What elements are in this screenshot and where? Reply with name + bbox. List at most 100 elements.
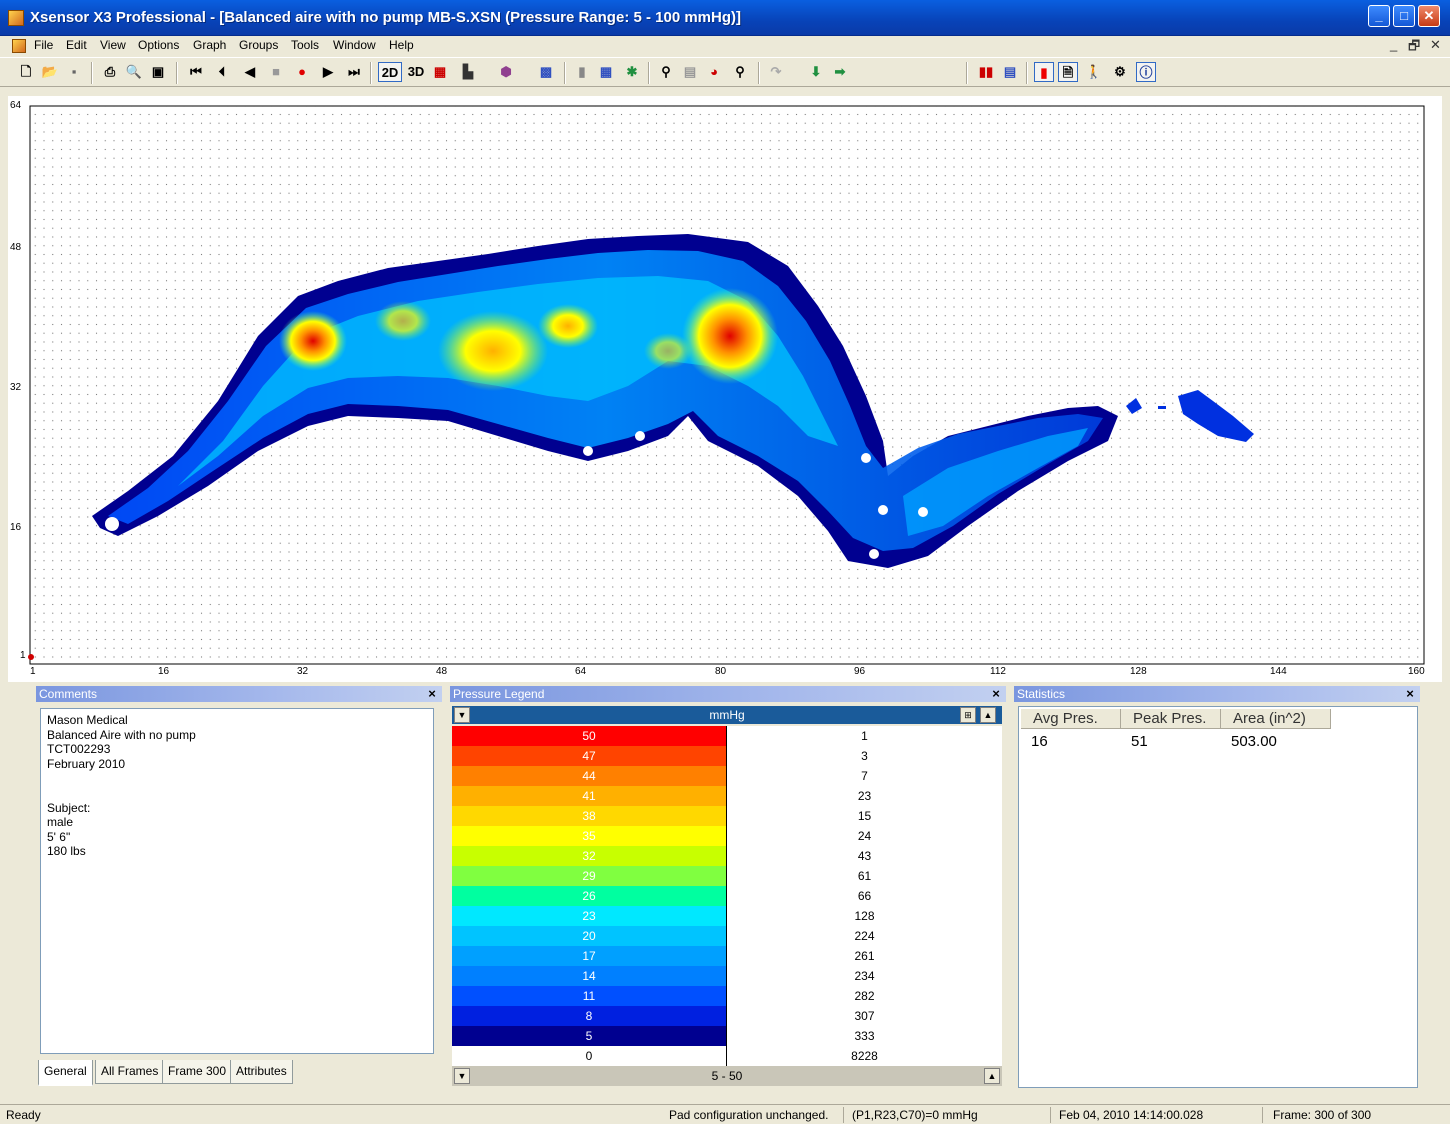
info-icon[interactable]: ⓘ — [1136, 62, 1156, 82]
pressure-hole — [918, 507, 928, 517]
legend-count: 8228 — [726, 1046, 1002, 1066]
close-button[interactable]: ✕ — [1418, 5, 1440, 27]
stop-icon[interactable]: ■ — [272, 64, 280, 79]
origin-marker — [28, 654, 34, 660]
page-setup-icon[interactable]: ▣ — [151, 64, 165, 79]
menu-view[interactable]: View — [100, 38, 126, 52]
column-header-peak[interactable]: Peak Pres. — [1121, 709, 1221, 729]
print-icon[interactable]: ⎙ — [104, 64, 116, 79]
menu-edit[interactable]: Edit — [66, 38, 87, 52]
menu-options[interactable]: Options — [138, 38, 180, 52]
legend-swatch: 8 — [452, 1006, 726, 1026]
legend-row: 11 282 — [452, 986, 1002, 1006]
comments-icon[interactable]: 🗎 — [1058, 62, 1078, 82]
title-bar[interactable]: Xsensor X3 Professional - [Balanced aire… — [0, 0, 1450, 36]
range-dropdown-icon[interactable]: ▼ — [454, 1068, 470, 1084]
statistics-close-button[interactable]: × — [1406, 686, 1414, 701]
menu-file[interactable]: File — [34, 38, 54, 52]
toolbar-separator — [758, 62, 760, 84]
legend-row: 47 3 — [452, 746, 1002, 766]
legend-close-button[interactable]: × — [992, 686, 1000, 701]
import-icon[interactable]: ⬇ — [810, 64, 822, 79]
menu-window[interactable]: Window — [333, 38, 376, 52]
menu-groups[interactable]: Groups — [239, 38, 279, 52]
new-file-icon[interactable]: 🗋 — [20, 64, 32, 79]
legend-count: 7 — [726, 766, 1002, 786]
report-icon[interactable]: ▤ — [1003, 64, 1017, 79]
status-cell: (P1,R23,C70)=0 mmHg — [852, 1108, 978, 1122]
maximize-button[interactable]: □ — [1393, 5, 1415, 27]
comments-textarea[interactable]: Mason Medical Balanced Aire with no pump… — [40, 708, 434, 1054]
legend-row: 14 234 — [452, 966, 1002, 986]
legend-swatch: 50 — [452, 726, 726, 746]
pressure-hole — [635, 431, 645, 441]
center-of-pressure-icon[interactable]: ◕ — [710, 64, 718, 79]
menu-tools[interactable]: Tools — [291, 38, 320, 52]
legend-row: 26 66 — [452, 886, 1002, 906]
print-preview-icon[interactable]: 🔍 — [125, 64, 143, 79]
pressure-hotspot — [438, 311, 548, 391]
step-back-icon[interactable]: ◀ — [245, 64, 255, 79]
legend-count: 3 — [726, 746, 1002, 766]
menu-help[interactable]: Help — [389, 38, 414, 52]
legend-swatch: 0 — [452, 1046, 726, 1066]
overlay-icon[interactable]: ⬢ — [500, 64, 512, 79]
view-3d-button[interactable]: 3D — [407, 64, 425, 79]
column-header-avg[interactable]: Avg Pres. — [1021, 709, 1121, 729]
document-icon[interactable] — [12, 39, 26, 53]
x-tick-label: 32 — [297, 666, 309, 677]
histogram-icon[interactable]: ▙ — [463, 64, 473, 79]
legend-swatch: 35 — [452, 826, 726, 846]
person-icon[interactable]: ⚲ — [661, 64, 671, 79]
pressure-hotspot — [538, 304, 598, 348]
minimize-button[interactable]: _ — [1368, 5, 1390, 27]
tile-icon[interactable]: ▦ — [599, 64, 613, 79]
mdi-minimize-button[interactable]: _ — [1390, 37, 1398, 52]
comments-close-button[interactable]: × — [428, 686, 436, 701]
tab-general[interactable]: General — [38, 1060, 93, 1086]
legend-dropdown-icon[interactable]: ▼ — [454, 707, 470, 723]
mdi-close-button[interactable]: ✕ — [1430, 37, 1441, 52]
last-frame-icon[interactable]: ⏭ — [348, 64, 360, 79]
region-icon[interactable]: ▤ — [683, 64, 697, 79]
redo-icon[interactable]: ↷ — [770, 64, 782, 79]
first-frame-icon[interactable]: ⏮ — [190, 64, 202, 79]
mdi-restore-button[interactable]: 🗗 — [1408, 38, 1421, 53]
layout-icon[interactable]: ▮ — [578, 64, 586, 79]
subject-icon[interactable]: 🚶 — [1085, 64, 1103, 79]
menu-graph[interactable]: Graph — [193, 38, 227, 52]
record-icon[interactable]: ● — [298, 64, 306, 79]
tab-frame-300[interactable]: Frame 300 — [162, 1060, 233, 1084]
save-icon[interactable]: ▪ — [71, 64, 77, 79]
pressure-map-view[interactable]: 64 48 32 16 1 1 16 32 48 64 80 96 112 12… — [8, 96, 1442, 682]
tab-all-frames[interactable]: All Frames — [95, 1060, 165, 1084]
scroll-up-icon[interactable]: ▲ — [980, 707, 996, 723]
view-2d-button[interactable]: 2D — [378, 62, 402, 82]
range-scroll-up-icon[interactable]: ▲ — [984, 1068, 1000, 1084]
legend-range: 5 - 50 — [711, 1069, 743, 1083]
legend-row: 8 307 — [452, 1006, 1002, 1026]
open-folder-icon[interactable]: 📂 — [41, 64, 59, 79]
legend-count: 307 — [726, 1006, 1002, 1026]
sensor-icon[interactable]: ✱ — [626, 64, 638, 79]
grid-icon[interactable]: ▩ — [539, 64, 553, 79]
pressure-hole — [869, 549, 879, 559]
play-icon[interactable]: ▶ — [323, 64, 333, 79]
tab-attributes[interactable]: Attributes — [230, 1060, 293, 1084]
zoom-icon[interactable]: ⚲ — [735, 64, 745, 79]
avg-pressure-value: 16 — [1031, 733, 1048, 750]
pressure-hole — [878, 505, 888, 515]
pressure-island — [1178, 390, 1254, 442]
peak-pressure-value: 51 — [1131, 733, 1148, 750]
legend-icon[interactable]: ▮ — [1034, 62, 1054, 82]
previous-frame-icon[interactable]: ⏴ — [218, 64, 226, 79]
legend-pin-icon[interactable]: ⊞ — [960, 707, 976, 723]
legend-count: 333 — [726, 1026, 1002, 1046]
settings-icon[interactable]: ⚙ — [1114, 64, 1126, 79]
legend-count: 23 — [726, 786, 1002, 806]
comments-panel: Comments × Mason Medical Balanced Aire w… — [36, 686, 442, 1094]
contour-icon[interactable]: ▦ — [433, 64, 447, 79]
column-header-area[interactable]: Area (in^2) — [1221, 709, 1331, 729]
export-icon[interactable]: ➡ — [834, 64, 846, 79]
compare-icon[interactable]: ▮▮ — [978, 64, 994, 79]
